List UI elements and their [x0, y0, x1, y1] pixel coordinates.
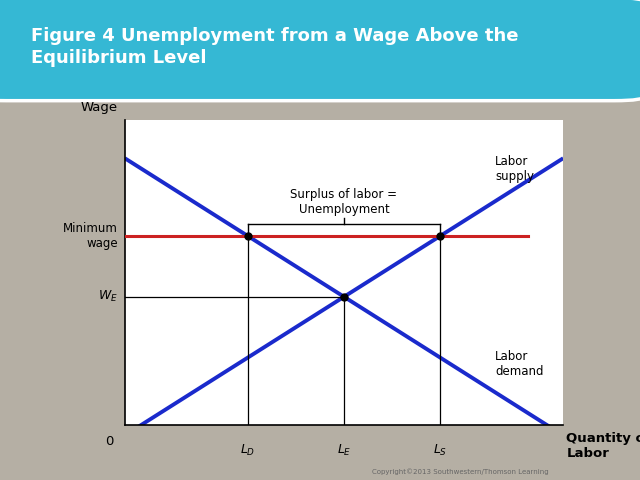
Text: $L_D$: $L_D$ [240, 443, 255, 458]
Text: $W_E$: $W_E$ [99, 289, 118, 304]
Text: Surplus of labor =
Unemployment: Surplus of labor = Unemployment [291, 188, 397, 216]
Text: Wage: Wage [81, 101, 118, 114]
Text: Copyright©2013 Southwestern/Thomson Learning: Copyright©2013 Southwestern/Thomson Lear… [372, 468, 549, 475]
Text: $L_E$: $L_E$ [337, 443, 351, 458]
Text: 0: 0 [105, 435, 114, 448]
Text: Figure 4 Unemployment from a Wage Above the
Equilibrium Level: Figure 4 Unemployment from a Wage Above … [31, 27, 518, 67]
Text: Minimum
wage: Minimum wage [63, 222, 118, 250]
Text: Quantity of
Labor: Quantity of Labor [566, 432, 640, 460]
Text: $L_S$: $L_S$ [433, 443, 447, 458]
FancyBboxPatch shape [0, 0, 640, 101]
Text: Labor
supply: Labor supply [495, 155, 534, 183]
Text: Labor
demand: Labor demand [495, 350, 544, 378]
